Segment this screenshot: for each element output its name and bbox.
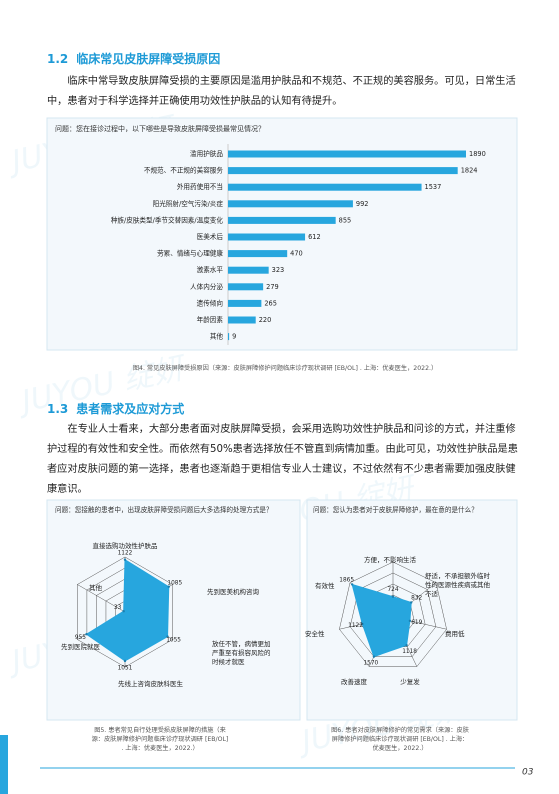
category-label: 人体内分泌 xyxy=(190,282,223,291)
bar xyxy=(228,266,269,274)
category-label: 有效性 xyxy=(315,582,335,590)
radar-point xyxy=(167,585,170,588)
category-label: 不规范、不正规的美容服务 xyxy=(144,166,224,175)
value-label: 1055 xyxy=(166,638,181,644)
value-label: 1085 xyxy=(167,581,182,587)
decor-bar xyxy=(0,735,8,794)
radar-ring xyxy=(339,561,447,667)
chart-question: 问题：您认为患者对于皮肤屏障修护，最在意的是什么？ xyxy=(313,505,478,514)
value-label: 832 xyxy=(411,596,422,602)
section-number: 1.3 xyxy=(47,402,69,416)
value-label: 323 xyxy=(272,266,285,274)
radar-axis xyxy=(77,584,126,613)
value-label: 1122 xyxy=(348,623,363,629)
value-label: 1118 xyxy=(402,649,417,655)
value-label: 1865 xyxy=(339,578,354,584)
category-label: 激素水平 xyxy=(197,265,224,274)
value-label: 612 xyxy=(308,233,321,241)
value-label: 619 xyxy=(411,620,422,626)
section-number: 1.2 xyxy=(47,52,69,66)
value-label: 9 xyxy=(232,333,236,341)
radar-point xyxy=(123,659,127,663)
category-label: 种族/皮肤类型/季节交替因素/温度变化 xyxy=(111,215,224,224)
value-label: 724 xyxy=(387,587,398,593)
figure-box xyxy=(306,499,518,721)
bar xyxy=(228,299,262,307)
category-label: 安全性 xyxy=(305,630,325,638)
section-heading: 1.3 患者需求及应对方式 xyxy=(47,400,192,417)
bar xyxy=(228,150,466,158)
page-number: 03 xyxy=(522,768,534,778)
bar xyxy=(228,233,306,241)
category-label: 舒适，不承担额外临时性的医源性疾病或其他不适 xyxy=(425,572,490,598)
caption: 图5. 患者常见自行处理受损皮肤屏障的措施（来源：皮肤屏障修护问题临床诊疗现状调… xyxy=(91,727,229,752)
value-label: 1890 xyxy=(469,150,486,158)
value-label: 855 xyxy=(339,216,352,224)
chart-question: 问题：您接触的患者中，出现皮肤屏障受损问题后大多选择的处理方式是？ xyxy=(55,505,273,514)
radar-point xyxy=(408,619,412,623)
bar xyxy=(228,216,336,224)
value-label: 279 xyxy=(266,283,279,291)
category-label: 放任不管，病情更加严重至有损容风险的时候才就医 xyxy=(212,640,271,666)
radar-point xyxy=(85,633,88,636)
radar-point xyxy=(391,595,395,598)
bar xyxy=(228,250,288,258)
value-label: 1122 xyxy=(118,550,133,556)
category-label: 外用药使用不当 xyxy=(177,182,223,191)
section-heading: 1.2 临床常见皮肤屏障受损原因 xyxy=(47,50,228,67)
category-label: 劳累、情绪与心理健康 xyxy=(157,249,223,258)
value-label: 470 xyxy=(290,250,303,258)
value-label: 1824 xyxy=(461,167,478,175)
radar-point xyxy=(372,655,376,658)
category-label: 先线上咨询皮肤科医生 xyxy=(118,680,183,688)
bar xyxy=(228,333,230,341)
value-label: 33 xyxy=(114,605,122,611)
category-label: 先到医院就医 xyxy=(61,643,100,651)
bar xyxy=(228,316,256,324)
value-label: 992 xyxy=(356,200,369,208)
radar-point xyxy=(350,583,354,586)
caption: 图4. 常见皮肤屏障受损原因（来源：皮肤屏障修护问题临床诊疗现状调研 [EB/O… xyxy=(132,365,438,372)
value-label: 220 xyxy=(259,316,272,324)
bar xyxy=(228,283,264,291)
radar-point xyxy=(122,610,125,613)
category-label: 遗传倾向 xyxy=(197,298,223,307)
category-label: 方便，不影响生活 xyxy=(364,556,416,564)
value-label: 1051 xyxy=(118,665,133,671)
value-label: 265 xyxy=(264,299,277,307)
value-label: 1570 xyxy=(363,660,378,666)
category-label: 年龄因素 xyxy=(197,315,224,324)
caption: 图6. 患者对皮肤屏障修护的常见需求（来源：皮肤屏障修护问题临床诊疗现状调研 [… xyxy=(331,727,469,752)
radar-area xyxy=(351,583,412,658)
category-label: 先到医美机构咨询 xyxy=(207,588,259,596)
bar xyxy=(228,183,422,191)
chart-question: 问题：您在接诊过程中，以下哪些是导致皮肤屏障受损最常见情况？ xyxy=(55,124,265,133)
category-label: 少复发 xyxy=(400,678,420,686)
radar-point xyxy=(361,622,364,626)
radar-point xyxy=(166,635,169,638)
figure-box xyxy=(46,499,301,721)
section-title: 患者需求及应对方式 xyxy=(76,402,185,416)
category-label: 滥用护肤品 xyxy=(190,149,223,158)
category-label: 其他 xyxy=(210,332,224,341)
radar-point xyxy=(123,558,127,561)
category-label: 医美术后 xyxy=(197,232,224,241)
radar-point xyxy=(410,601,413,604)
category-label: 直接选购功效性护肤品 xyxy=(92,542,158,550)
category-label: 阳光照射/空气污染/炎症 xyxy=(153,199,224,208)
category-label: 其他 xyxy=(89,584,102,592)
category-label: 改善速度 xyxy=(341,678,367,686)
value-label: 955 xyxy=(75,635,86,641)
paragraph: 在专业人士看来，大部分患者面对皮肤屏障受损，会采用选购功效性护肤品和问诊的方式，… xyxy=(47,424,518,495)
category-label: 费用低 xyxy=(445,630,465,638)
section-title: 临床常见皮肤屏障受损原因 xyxy=(76,52,221,66)
radar-point xyxy=(405,644,408,647)
bar xyxy=(228,200,353,208)
value-label: 1537 xyxy=(425,183,442,191)
bar xyxy=(228,167,458,175)
paragraph: 临床中常导致皮肤屏障受损的主要原因是滥用护肤品和不规范、不正规的美容服务。可见，… xyxy=(47,76,516,107)
